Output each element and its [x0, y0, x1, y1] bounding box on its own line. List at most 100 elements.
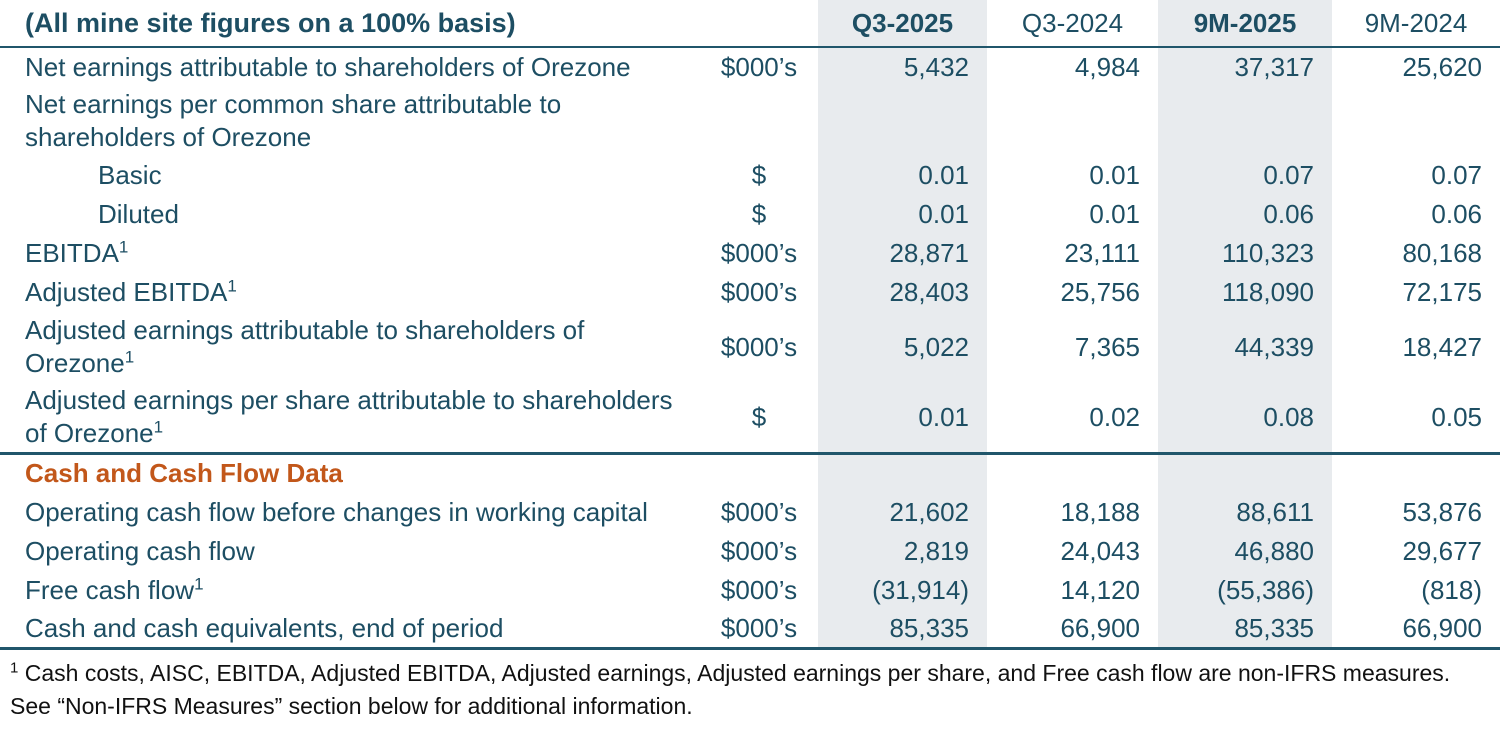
- value-cell: 88,611: [1158, 492, 1332, 532]
- footnote-ref: 1: [194, 573, 204, 593]
- value-cell: 118,090: [1158, 273, 1332, 312]
- unit-cell: $000’s: [720, 238, 798, 268]
- row-label-line: of Orezone1: [25, 417, 164, 448]
- table-row: Free cash flow1 $000’s (31,914) 14,120 (55,3…: [0, 570, 1500, 610]
- unit-cell: $000’s: [720, 331, 798, 362]
- unit-cell: $: [751, 160, 767, 190]
- table-title: (All mine site figures on a 100% basis): [0, 0, 818, 48]
- row-label-line: Basic: [98, 160, 162, 190]
- value-cell: [987, 86, 1158, 156]
- footnote-ref: 1: [118, 237, 129, 257]
- value-cell: 25,620: [1402, 51, 1482, 82]
- value-cell: 0.01: [1089, 199, 1140, 229]
- table-row: Net earnings attributable to shareholder…: [0, 47, 1500, 86]
- unit-cell: $000’s: [720, 574, 798, 605]
- row-label-cell: Operating cash flow: [0, 532, 700, 571]
- value-cell: 4,984: [1074, 51, 1140, 82]
- value-cell: 0.01: [818, 195, 987, 234]
- row-label-line: Cash and Cash Flow Data: [25, 458, 343, 489]
- column-header-9m-2025: 9M-2025: [1158, 0, 1332, 48]
- value-cell: 2,819: [818, 531, 987, 571]
- value-cell: [1332, 452, 1500, 493]
- row-label-line: Cash and cash equivalents, end of period: [25, 612, 504, 643]
- row-label-cell: Net earnings attributable to shareholder…: [0, 47, 700, 86]
- row-label-cell: Net earnings per common share attributab…: [0, 86, 700, 156]
- value-cell: 28,403: [818, 273, 987, 312]
- row-label-cell: Adjusted earnings per share attributable…: [0, 382, 700, 454]
- value-cell: [987, 452, 1158, 493]
- unit-cell: $000’s: [720, 51, 798, 82]
- value-cell: 0.02: [1089, 401, 1140, 432]
- value-cell: 5,432: [818, 47, 987, 86]
- row-label-line: Orezone1: [25, 347, 135, 378]
- value-cell: 85,335: [1158, 609, 1332, 650]
- row-label-line: Net earnings per common share attributab…: [25, 89, 562, 119]
- value-cell: [1158, 86, 1332, 156]
- value-cell: 24,043: [1060, 535, 1140, 566]
- row-label-cell: Operating cash flow before changes in wo…: [0, 493, 700, 532]
- row-label-line: Adjusted earnings attributable to shareh…: [25, 315, 585, 345]
- footnote: 1 Cash costs, AISC, EBITDA, Adjusted EBI…: [0, 650, 1500, 723]
- table-row: Operating cash flow $000’s 2,819 24,043 46,8…: [0, 531, 1500, 571]
- column-header-q3-2025: Q3-2025: [818, 0, 987, 48]
- value-cell: 28,871: [818, 234, 987, 273]
- row-label-line: Operating cash flow: [25, 535, 255, 566]
- row-label-cell: Diluted: [0, 195, 700, 234]
- value-cell: 0.01: [818, 382, 987, 454]
- row-label-cell: Free cash flow1: [0, 571, 700, 610]
- value-cell: 25,756: [1060, 277, 1140, 307]
- value-cell: [818, 86, 987, 156]
- value-cell: 5,022: [818, 312, 987, 382]
- value-cell: (818): [1421, 574, 1482, 605]
- table-row: Adjusted earnings attributable to shareh…: [0, 312, 1500, 382]
- row-label-line: Operating cash flow before changes in wo…: [25, 496, 648, 527]
- row-label-cell: Cash and Cash Flow Data: [0, 452, 700, 493]
- table-row: Adjusted earnings per share attributable…: [0, 382, 1500, 454]
- footnote-ref: 1: [153, 417, 164, 437]
- unit-cell: $000’s: [720, 496, 798, 527]
- value-cell: 18,427: [1402, 331, 1482, 362]
- unit-cell: $: [751, 199, 767, 229]
- table-row: Diluted $0.01 0.01 0.06 0.06: [0, 195, 1500, 234]
- column-header-9m-2024: 9M-2024: [1332, 0, 1500, 48]
- footnote-ref: 1: [124, 347, 135, 367]
- row-label-cell: Basic: [0, 156, 700, 195]
- column-header-q3-2024: Q3-2024: [987, 0, 1158, 48]
- table-row: Net earnings per common share attributab…: [0, 86, 1500, 156]
- section-header-row: Cash and Cash Flow Data: [0, 452, 1500, 493]
- value-cell: 0.06: [1158, 195, 1332, 234]
- value-cell: 29,677: [1402, 535, 1482, 566]
- row-label-cell: Adjusted earnings attributable to shareh…: [0, 312, 700, 382]
- row-label-line: Diluted: [98, 199, 179, 229]
- value-cell: 21,602: [818, 492, 987, 532]
- value-cell: (31,914): [818, 570, 987, 610]
- footnote-ref: 1: [227, 276, 237, 296]
- value-cell: 14,120: [1060, 574, 1140, 605]
- unit-cell: $000’s: [720, 535, 798, 566]
- table-row: Cash and cash equivalents, end of period…: [0, 609, 1500, 650]
- value-cell: 53,876: [1402, 496, 1482, 527]
- value-cell: 0.05: [1431, 401, 1482, 432]
- value-cell: 0.07: [1158, 156, 1332, 195]
- value-cell: 80,168: [1402, 238, 1482, 268]
- unit-cell: $000’s: [700, 609, 818, 650]
- row-label-line: shareholders of Orezone: [25, 122, 312, 152]
- row-label-cell: Adjusted EBITDA1: [0, 273, 700, 312]
- value-cell: [818, 452, 987, 493]
- value-cell: (55,386): [1158, 570, 1332, 610]
- row-label-line: Net earnings attributable to shareholder…: [25, 51, 631, 82]
- table-row: Basic $0.01 0.01 0.07 0.07: [0, 156, 1500, 195]
- value-cell: 0.01: [1089, 160, 1140, 190]
- value-cell: 37,317: [1158, 47, 1332, 86]
- value-cell: [1332, 86, 1500, 156]
- row-label-cell: EBITDA1: [0, 234, 700, 273]
- value-cell: 110,323: [1158, 234, 1332, 273]
- value-cell: 66,900: [987, 609, 1158, 650]
- financial-results-table: (All mine site figures on a 100% basis) …: [0, 0, 1500, 650]
- value-cell: 23,111: [1064, 238, 1140, 268]
- row-label-line: EBITDA1: [25, 237, 129, 268]
- value-cell: 46,880: [1158, 531, 1332, 571]
- table-row: Operating cash flow before changes in wo…: [0, 492, 1500, 532]
- value-cell: [1158, 452, 1332, 493]
